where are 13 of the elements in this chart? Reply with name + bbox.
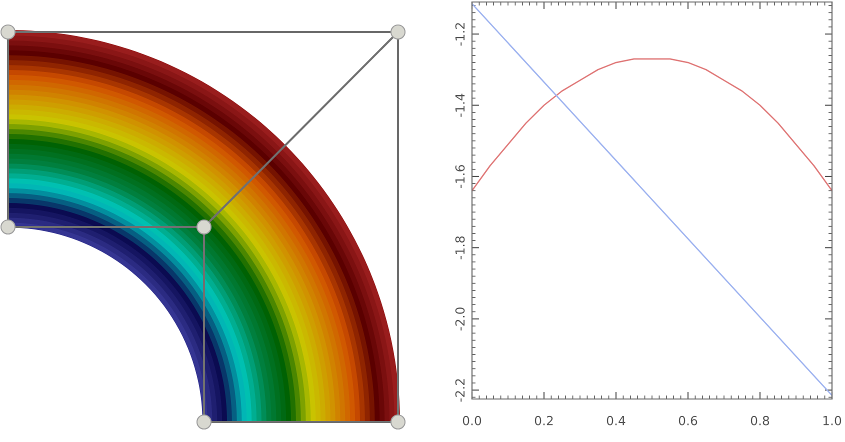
y-tick-label: -1.2 xyxy=(455,23,465,46)
y-tick-label: -1.8 xyxy=(455,236,465,260)
x-tick-label: 0.4 xyxy=(606,416,626,426)
x-tick-label: 0.6 xyxy=(678,416,698,426)
x-tick-label: 0.2 xyxy=(534,416,553,426)
y-tick-label: -1.6 xyxy=(455,165,465,188)
y-tick-label: -1.4 xyxy=(455,94,465,117)
y-tick-label: -2.2 xyxy=(455,379,465,402)
x-tick-label: 0.8 xyxy=(750,416,770,426)
y-tick-label: -2.0 xyxy=(455,308,465,330)
x-tick-label: 1.0 xyxy=(823,416,842,426)
line-series xyxy=(472,58,832,192)
x-tick-label: 0.0 xyxy=(462,416,482,426)
